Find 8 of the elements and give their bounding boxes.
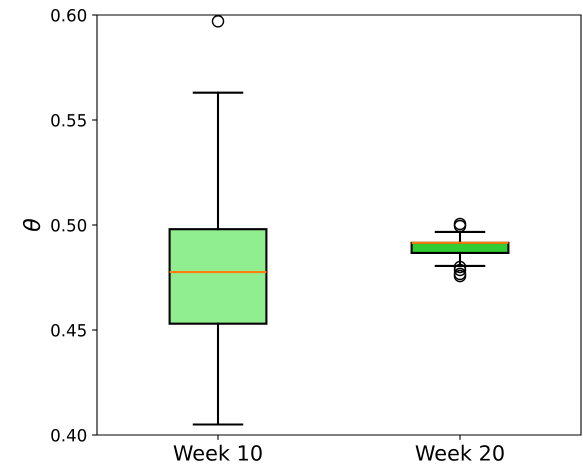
y-tick-label: 0.60 <box>51 8 86 22</box>
y-tick-label: 0.50 <box>51 218 86 232</box>
y-tick-label: 0.40 <box>51 428 86 442</box>
y-axis-title: θ <box>22 219 40 231</box>
x-tick-label: Week 20 <box>416 444 504 461</box>
y-tick-label: 0.55 <box>51 114 86 127</box>
y-tick-label: 0.45 <box>51 324 86 337</box>
x-tick-label: Week 10 <box>174 444 262 461</box>
